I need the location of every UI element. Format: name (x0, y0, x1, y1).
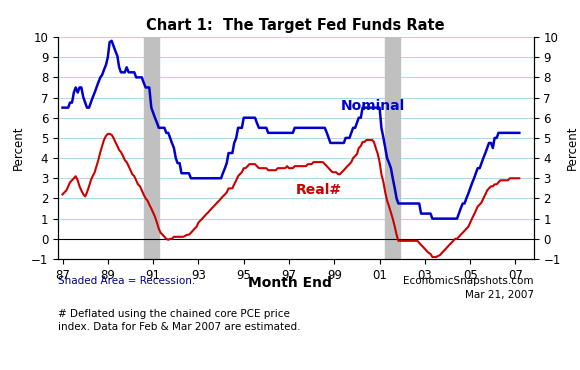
Title: Chart 1:  The Target Fed Funds Rate: Chart 1: The Target Fed Funds Rate (147, 18, 445, 33)
Text: Mar 21, 2007: Mar 21, 2007 (465, 290, 534, 300)
Text: Shaded Area = Recession.: Shaded Area = Recession. (58, 276, 195, 286)
Text: EconomicSnapshots.com: EconomicSnapshots.com (403, 276, 534, 286)
Y-axis label: Percent: Percent (12, 126, 26, 170)
Text: Nominal: Nominal (341, 99, 405, 112)
Text: Real#: Real# (296, 184, 342, 198)
Text: # Deflated using the chained core PCE price: # Deflated using the chained core PCE pr… (58, 309, 290, 319)
Bar (144, 37, 159, 259)
Text: index. Data for Feb & Mar 2007 are estimated.: index. Data for Feb & Mar 2007 are estim… (58, 322, 300, 332)
Text: Month End: Month End (248, 276, 332, 290)
Y-axis label: Percent: Percent (566, 126, 579, 170)
Bar (385, 37, 400, 259)
